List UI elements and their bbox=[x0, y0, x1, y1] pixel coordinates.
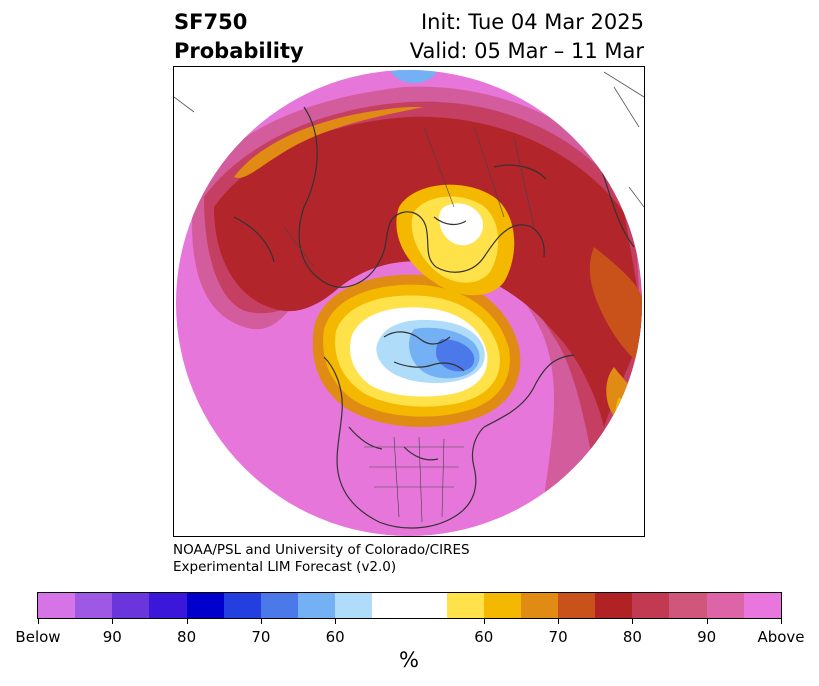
colorbar-tickmark bbox=[260, 619, 262, 624]
colorbar-tickmark bbox=[781, 619, 782, 624]
colorbar-tick-label: Above bbox=[757, 628, 805, 646]
colorbar-tickmark bbox=[632, 619, 634, 624]
credit-text: NOAA/PSL and University of Colorado/CIRE… bbox=[173, 542, 470, 576]
colorbar-tick-label: 60 bbox=[325, 628, 345, 646]
colorbar-tickmark bbox=[335, 619, 337, 624]
field-east-yellow bbox=[615, 397, 642, 477]
map-panel bbox=[173, 66, 645, 537]
colorbar-tickmark bbox=[706, 619, 708, 624]
chart-title: SF750 Probability bbox=[174, 8, 304, 66]
colorbar-segment bbox=[557, 593, 596, 618]
colorbar-segment bbox=[446, 593, 484, 618]
init-date: Init: Tue 04 Mar 2025 bbox=[420, 10, 644, 34]
credit-line-1: NOAA/PSL and University of Colorado/CIRE… bbox=[173, 542, 470, 558]
colorbar-tick-label: 80 bbox=[622, 628, 642, 646]
colorbar-segment bbox=[112, 593, 150, 618]
colorbar-segment bbox=[706, 593, 744, 618]
colorbar-segment bbox=[75, 593, 113, 618]
polar-map bbox=[174, 70, 644, 536]
colorbar-segment bbox=[186, 593, 224, 618]
field-band-70 bbox=[234, 107, 424, 178]
colorbar-tickmark bbox=[186, 619, 188, 624]
colorbar-tick-label: 80 bbox=[177, 628, 197, 646]
political-borders bbox=[283, 126, 535, 523]
colorbar-segment bbox=[520, 593, 558, 618]
colorbar-segment bbox=[669, 593, 707, 618]
field-band-80 bbox=[214, 116, 642, 427]
colorbar-tickmark bbox=[112, 619, 114, 624]
field-band-75 bbox=[589, 247, 642, 367]
colorbar bbox=[37, 592, 782, 619]
colorbar-segment bbox=[297, 593, 336, 618]
valid-range: Valid: 05 Mar – 11 Mar bbox=[409, 39, 644, 63]
field-europe-neutral bbox=[439, 203, 484, 246]
colorbar-tick-label: 90 bbox=[102, 628, 122, 646]
colorbar-tickmark bbox=[483, 619, 485, 624]
colorbar-tick-label: 70 bbox=[548, 628, 568, 646]
colorbar-segment bbox=[743, 593, 781, 618]
colorbar-segment bbox=[260, 593, 298, 618]
colorbar-segment bbox=[632, 593, 670, 618]
title-variable: SF750 bbox=[174, 10, 248, 34]
field-top-blue bbox=[389, 70, 439, 83]
colorbar-tickmark bbox=[38, 619, 39, 624]
colorbar-unit: % bbox=[399, 648, 419, 672]
colorbar-tick-label: 60 bbox=[474, 628, 494, 646]
colorbar-tick-label: 70 bbox=[251, 628, 271, 646]
colorbar-segment bbox=[223, 593, 261, 618]
colorbar-tickmark bbox=[558, 619, 560, 624]
colorbar-segment bbox=[38, 593, 76, 618]
colorbar-segment bbox=[335, 593, 373, 618]
colorbar-segment bbox=[372, 593, 447, 618]
credit-line-2: Experimental LIM Forecast (v2.0) bbox=[173, 559, 397, 575]
outside-disk-lines bbox=[174, 71, 644, 208]
colorbar-tick-label: 90 bbox=[697, 628, 717, 646]
forecast-dates: Init: Tue 04 Mar 2025 Valid: 05 Mar – 11… bbox=[410, 8, 644, 66]
colorbar-segment bbox=[149, 593, 187, 618]
colorbar-segment bbox=[483, 593, 521, 618]
colorbar-segment bbox=[595, 593, 633, 618]
colorbar-tick-label: Below bbox=[15, 628, 61, 646]
title-product: Probability bbox=[174, 39, 304, 63]
